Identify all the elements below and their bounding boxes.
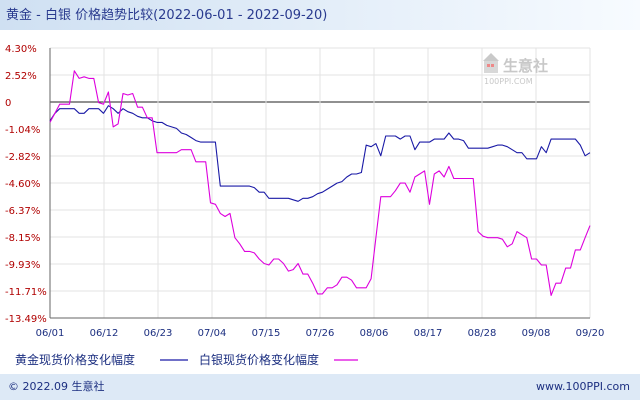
series-line-silver — [49, 70, 591, 296]
x-tick-label: 09/08 — [522, 328, 551, 339]
title-bar — [0, 0, 640, 30]
watermark: 生意社 100PPI.COM — [483, 53, 548, 86]
plot-area: 4.30% 2.52% 0 -1.04% -2.82% -4.60% -6.37% -8.15… — [5, 44, 604, 339]
y-tick-label: -13.49% — [5, 314, 47, 325]
x-tick-label: 08/17 — [414, 328, 443, 339]
y-tick-label: -11.71% — [5, 287, 47, 298]
footer-copyright: © 2022.09 生意社 — [8, 379, 104, 393]
x-tick-label: 08/06 — [360, 328, 389, 339]
x-tick-label: 07/26 — [306, 328, 335, 339]
watermark-logo-icon — [483, 53, 499, 73]
footer-site: www.100PPI.com — [536, 380, 630, 393]
y-tick-label: 2.52% — [5, 71, 37, 82]
series-line-gold — [49, 105, 591, 202]
x-tick-label: 06/23 — [144, 328, 173, 339]
y-tick-label: -8.15% — [5, 233, 40, 244]
y-tick-label: -6.37% — [5, 206, 40, 217]
chart-title: 黄金 - 白银 价格趋势比较(2022-06-01 - 2022-09-20) — [6, 7, 327, 23]
y-tick-label: -9.93% — [5, 260, 40, 271]
legend-silver-label: 白银现货价格变化幅度 — [199, 352, 319, 367]
y-tick-label: -4.60% — [5, 179, 40, 190]
x-tick-label: 08/28 — [468, 328, 497, 339]
y-tick-label: -1.04% — [5, 125, 40, 136]
footer-bar — [0, 374, 640, 400]
x-tick-label: 07/15 — [252, 328, 281, 339]
legend: 黄金现货价格变化幅度 白银现货价格变化幅度 — [15, 352, 358, 367]
x-tick-label: 06/01 — [36, 328, 65, 339]
x-tick-label: 06/12 — [90, 328, 119, 339]
x-tick-label: 07/04 — [198, 328, 227, 339]
watermark-url: 100PPI.COM — [484, 77, 533, 86]
x-tick-label: 09/20 — [576, 328, 605, 339]
y-tick-label: 4.30% — [5, 44, 37, 55]
y-tick-label: 0 — [5, 98, 11, 109]
y-tick-label: -2.82% — [5, 152, 40, 163]
watermark-brand: 生意社 — [503, 57, 548, 75]
legend-gold-label: 黄金现货价格变化幅度 — [15, 352, 135, 367]
